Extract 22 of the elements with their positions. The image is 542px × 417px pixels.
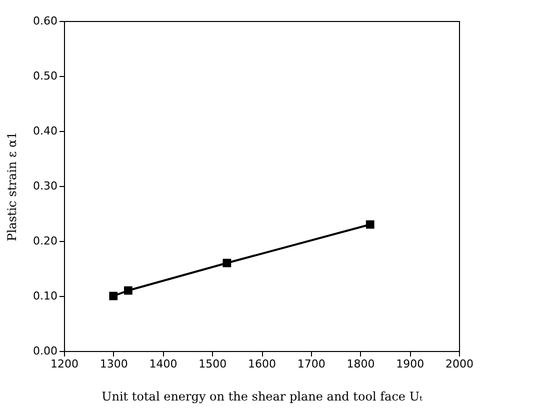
y-tick-label: 0.40 xyxy=(33,124,58,138)
y-tick-label: 0.60 xyxy=(33,14,58,28)
y-tick-label: 0.20 xyxy=(33,234,58,248)
point xyxy=(366,220,374,229)
x-tick-label: 1300 xyxy=(100,358,128,370)
x-tick-label: 1700 xyxy=(297,358,326,370)
point xyxy=(124,286,132,295)
x-tick-label: 2000 xyxy=(446,358,474,370)
x-axis-title: Unit total energy on the shear plane and tool face Uₜ xyxy=(102,390,422,404)
y-axis-title: Plastic strain ε α1 xyxy=(5,132,20,242)
y-tick-label: 0.00 xyxy=(33,344,58,358)
y-tick-label: 0.30 xyxy=(33,180,58,192)
point xyxy=(109,292,118,300)
x-tick-label: 1800 xyxy=(346,358,375,370)
x-tick-label: 1200 xyxy=(50,358,78,370)
x-tick-label: 1900 xyxy=(396,358,424,370)
y-tick-label: 0.50 xyxy=(33,70,58,82)
x-tick-label: 1400 xyxy=(149,358,178,370)
y-tick-label: 0.10 xyxy=(33,290,58,302)
point xyxy=(222,258,232,268)
x-tick-label: 1500 xyxy=(198,358,227,370)
x-tick-label: 1600 xyxy=(248,358,276,370)
